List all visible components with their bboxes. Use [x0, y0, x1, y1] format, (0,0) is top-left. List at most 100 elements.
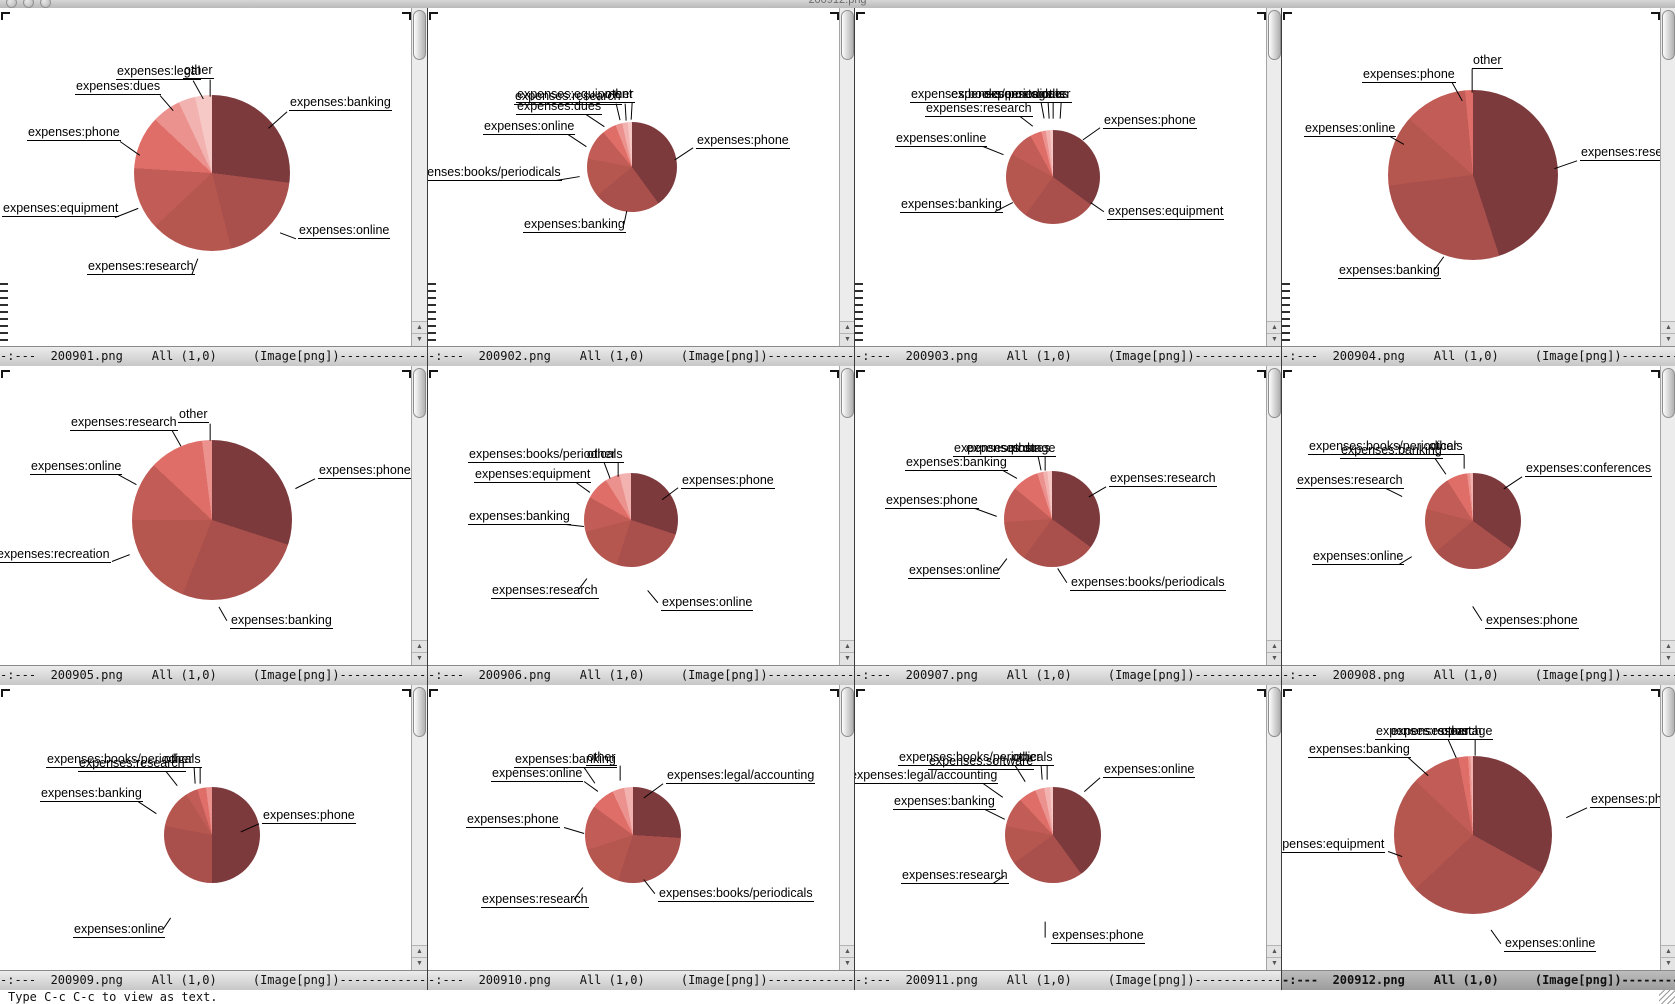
- fringe-corner-mark: [429, 370, 438, 378]
- label-leader-line: [647, 590, 659, 604]
- minimize-button[interactable]: [23, 0, 34, 8]
- pie-slice-label: other: [1428, 439, 1459, 455]
- pie-slice-label: expenses:legal/accounting: [855, 769, 999, 784]
- image-buffer[interactable]: expenses:books/periodicals other expenses:…: [428, 366, 840, 666]
- mode-line-200909.png[interactable]: -:--- 200909.png All (1,0) (Image[png])-…: [0, 970, 427, 990]
- image-buffer[interactable]: expenses:postage expenses:dues other expens…: [855, 366, 1267, 666]
- label-leader-line: [171, 430, 182, 447]
- scrollbar-down-arrow-icon[interactable]: ▼: [840, 957, 855, 970]
- image-buffer[interactable]: expenses:banking other expenses:online expe…: [428, 685, 840, 971]
- image-buffer[interactable]: other expenses:phone expenses:online expens…: [1282, 8, 1661, 347]
- scrollbar[interactable]: ▲ ▼: [411, 685, 427, 971]
- scrollbar[interactable]: ▲ ▼: [1266, 8, 1282, 347]
- label-leader-line: [984, 809, 1006, 821]
- scrollbar-thumb[interactable]: [1268, 368, 1281, 418]
- zoom-button[interactable]: [40, 0, 51, 8]
- scrollbar-up-arrow-icon[interactable]: ▲: [1661, 640, 1675, 653]
- label-leader-line: [209, 79, 211, 97]
- image-buffer[interactable]: other expenses:research expenses:online exp…: [0, 366, 412, 666]
- scrollbar-down-arrow-icon[interactable]: ▼: [1661, 957, 1675, 970]
- scrollbar-down-arrow-icon[interactable]: ▼: [1267, 652, 1282, 665]
- mode-line-200908.png[interactable]: -:--- 200908.png All (1,0) (Image[png])-…: [1282, 665, 1675, 685]
- scrollbar[interactable]: ▲ ▼: [1266, 366, 1282, 666]
- scrollbar-thumb[interactable]: [841, 10, 854, 60]
- scrollbar-up-arrow-icon[interactable]: ▲: [840, 321, 855, 334]
- scrollbar-thumb[interactable]: [841, 368, 854, 418]
- scrollbar-up-arrow-icon[interactable]: ▲: [1661, 945, 1675, 958]
- mode-line-200910.png[interactable]: -:--- 200910.png All (1,0) (Image[png])-…: [428, 970, 855, 990]
- scrollbar-thumb[interactable]: [1662, 368, 1675, 418]
- mode-line-200901.png[interactable]: -:--- 200901.png All (1,0) (Image[png])-…: [0, 346, 427, 366]
- mode-line-200903.png[interactable]: -:--- 200903.png All (1,0) (Image[png])-…: [855, 346, 1282, 366]
- scrollbar-up-arrow-icon[interactable]: ▲: [840, 945, 855, 958]
- scrollbar[interactable]: ▲ ▼: [839, 685, 855, 971]
- scrollbar-thumb[interactable]: [1662, 10, 1675, 60]
- scrollbar-thumb[interactable]: [1662, 687, 1675, 737]
- scrollbar-up-arrow-icon[interactable]: ▲: [1267, 640, 1282, 653]
- scrollbar-thumb[interactable]: [1268, 687, 1281, 737]
- label-leader-line: [1082, 127, 1101, 141]
- scrollbar[interactable]: ▲ ▼: [839, 366, 855, 666]
- emacs-window-200911.png: expenses:books/periodicals expenses:softw…: [854, 685, 1282, 990]
- scrollbar[interactable]: ▲ ▼: [839, 8, 855, 347]
- emacs-window-200908.png: expenses:books/periodicals expenses:banki…: [1281, 366, 1675, 685]
- mode-line-200911.png[interactable]: -:--- 200911.png All (1,0) (Image[png])-…: [855, 970, 1282, 990]
- scrollbar-down-arrow-icon[interactable]: ▼: [412, 333, 427, 346]
- image-buffer[interactable]: expenses:equipment expenses:research other…: [428, 8, 840, 347]
- scrollbar-up-arrow-icon[interactable]: ▲: [412, 321, 427, 334]
- scrollbar[interactable]: ▲ ▼: [411, 366, 427, 666]
- scrollbar[interactable]: ▲ ▼: [1660, 366, 1675, 666]
- pie-slice-label: expenses:phone: [466, 812, 560, 828]
- mode-line-200904.png[interactable]: -:--- 200904.png All (1,0) (Image[png])-…: [1282, 346, 1675, 366]
- scrollbar-up-arrow-icon[interactable]: ▲: [412, 640, 427, 653]
- image-buffer[interactable]: expenses:books/periodicals expenses:posta…: [855, 8, 1267, 347]
- scrollbar-down-arrow-icon[interactable]: ▼: [1267, 957, 1282, 970]
- pie-slice-label: expenses:banking: [1340, 443, 1443, 459]
- scrollbar-thumb[interactable]: [1268, 10, 1281, 60]
- scrollbar[interactable]: ▲ ▼: [1660, 8, 1675, 347]
- pie-chart: [1004, 471, 1100, 567]
- mode-line-200906.png[interactable]: -:--- 200906.png All (1,0) (Image[png])-…: [428, 665, 855, 685]
- mode-line-200905.png[interactable]: -:--- 200905.png All (1,0) (Image[png])-…: [0, 665, 427, 685]
- pie-slice-label: expenses:banking: [900, 197, 1003, 213]
- scrollbar-thumb[interactable]: [413, 10, 426, 60]
- scrollbar-down-arrow-icon[interactable]: ▼: [1661, 333, 1675, 346]
- label-leader-line: [1059, 102, 1062, 119]
- mode-line-200902.png[interactable]: -:--- 200902.png All (1,0) (Image[png])-…: [428, 346, 855, 366]
- pie-slice-label: other: [604, 87, 635, 103]
- pie-slice-label: expenses:books/periodicals: [1070, 575, 1226, 591]
- resize-grip-icon[interactable]: [1659, 989, 1675, 1004]
- scrollbar-down-arrow-icon[interactable]: ▼: [840, 652, 855, 665]
- scrollbar-down-arrow-icon[interactable]: ▼: [1661, 652, 1675, 665]
- scrollbar-up-arrow-icon[interactable]: ▲: [1267, 945, 1282, 958]
- image-buffer[interactable]: expenses:books/periodicals expenses:resea…: [0, 685, 412, 971]
- image-buffer[interactable]: expenses:research expenses:postage other ex…: [1282, 685, 1661, 971]
- scrollbar-up-arrow-icon[interactable]: ▲: [840, 640, 855, 653]
- scrollbar-down-arrow-icon[interactable]: ▼: [412, 652, 427, 665]
- close-button[interactable]: [6, 0, 17, 8]
- scrollbar-down-arrow-icon[interactable]: ▼: [1267, 333, 1282, 346]
- scrollbar[interactable]: ▲ ▼: [411, 8, 427, 347]
- scrollbar-down-arrow-icon[interactable]: ▼: [840, 333, 855, 346]
- scrollbar-up-arrow-icon[interactable]: ▲: [412, 945, 427, 958]
- scrollbar[interactable]: ▲ ▼: [1660, 685, 1675, 971]
- scrollbar-thumb[interactable]: [413, 368, 426, 418]
- scrollbar[interactable]: ▲ ▼: [1266, 685, 1282, 971]
- pie-slice-label: expenses:recreation: [0, 548, 111, 563]
- pie-slice-label: expenses:equipment: [1282, 838, 1386, 853]
- mode-line-200907.png[interactable]: -:--- 200907.png All (1,0) (Image[png])-…: [855, 665, 1282, 685]
- scrollbar-up-arrow-icon[interactable]: ▲: [1267, 321, 1282, 334]
- mode-line-200912.png[interactable]: -:--- 200912.png All (1,0) (Image[png])-…: [1282, 970, 1675, 990]
- scrollbar-thumb[interactable]: [841, 687, 854, 737]
- image-buffer[interactable]: expenses:legal other expenses:dues expenses…: [0, 8, 412, 347]
- scrollbar-down-arrow-icon[interactable]: ▼: [412, 957, 427, 970]
- pie-slice-label: expenses:equipment: [474, 467, 592, 483]
- image-buffer[interactable]: expenses:books/periodicals expenses:softw…: [855, 685, 1267, 971]
- label-leader-line: [1434, 458, 1447, 476]
- scrollbar-up-arrow-icon[interactable]: ▲: [1661, 321, 1675, 334]
- fringe-corner-mark: [1651, 12, 1660, 20]
- pie-slice-label: expenses:legal: [116, 64, 202, 80]
- fringe-corner-mark: [856, 370, 865, 378]
- image-buffer[interactable]: expenses:books/periodicals expenses:banki…: [1282, 366, 1661, 666]
- scrollbar-thumb[interactable]: [413, 687, 426, 737]
